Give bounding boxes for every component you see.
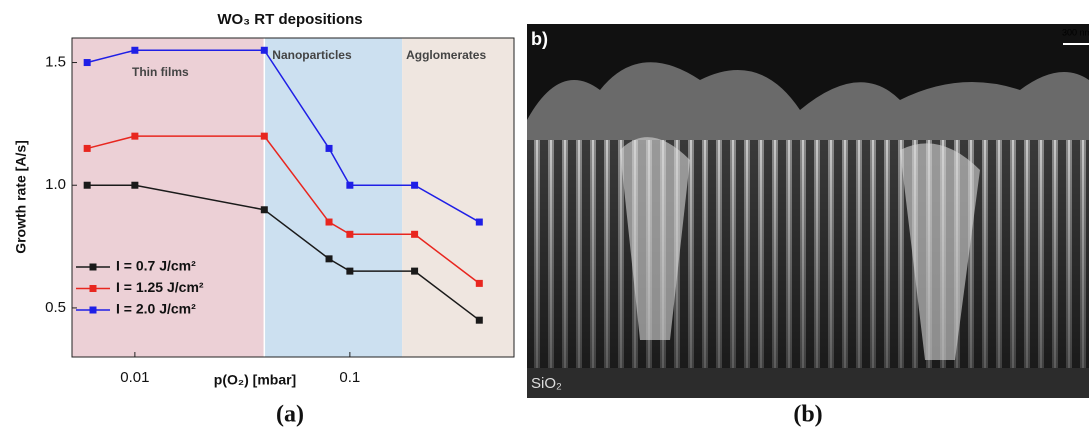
region bbox=[402, 38, 514, 357]
chart: Thin films Nanoparticles Agglomerates 0.5 1.… bbox=[13, 11, 514, 388]
substrate-label: SiO₂ bbox=[531, 375, 562, 392]
point bbox=[476, 317, 483, 324]
point bbox=[476, 219, 483, 226]
page: {"chart_data": {"type": "line", "title":… bbox=[0, 0, 1089, 433]
y-tick-label: 1.0 bbox=[45, 176, 66, 193]
point bbox=[261, 133, 268, 140]
x-axis-label: p(O₂) [mbar] bbox=[214, 372, 296, 388]
point bbox=[346, 231, 353, 238]
caption: (b) bbox=[793, 402, 822, 428]
y-tick-label: 1.5 bbox=[45, 54, 66, 71]
x-tick-label: 0.1 bbox=[339, 369, 360, 386]
sem-image bbox=[527, 24, 1089, 398]
point bbox=[261, 206, 268, 213]
point bbox=[326, 255, 333, 262]
point bbox=[131, 133, 138, 140]
point bbox=[131, 182, 138, 189]
region-label: Thin films bbox=[132, 65, 189, 79]
column-shade bbox=[527, 140, 1089, 370]
region-label: Agglomerates bbox=[406, 48, 486, 62]
region-label: Nanoparticles bbox=[272, 48, 352, 62]
point bbox=[411, 182, 418, 189]
region bbox=[264, 38, 402, 357]
y-axis-label: Growth rate [A/s] bbox=[13, 140, 29, 254]
point bbox=[411, 268, 418, 275]
point bbox=[84, 145, 91, 152]
point bbox=[326, 219, 333, 226]
figure: Thin films Nanoparticles Agglomerates 0.5 1.… bbox=[0, 0, 1089, 433]
legend-marker bbox=[90, 307, 97, 314]
point bbox=[346, 182, 353, 189]
point bbox=[84, 182, 91, 189]
caption: (a) bbox=[276, 402, 304, 428]
legend-label: I = 2.0 J/cm² bbox=[116, 301, 196, 317]
legend-label: I = 1.25 J/cm² bbox=[116, 279, 204, 295]
point bbox=[411, 231, 418, 238]
point bbox=[84, 59, 91, 66]
legend-marker bbox=[90, 264, 97, 271]
legend-label: I = 0.7 J/cm² bbox=[116, 258, 196, 274]
substrate bbox=[527, 368, 1089, 398]
scale-bar-label: 300 nm bbox=[1062, 27, 1089, 37]
panel-label: b) bbox=[531, 29, 548, 49]
point bbox=[476, 280, 483, 287]
x-tick-label: 0.01 bbox=[120, 369, 149, 386]
point bbox=[326, 145, 333, 152]
point bbox=[131, 47, 138, 54]
point bbox=[261, 47, 268, 54]
chart-title: WO₃ RT depositions bbox=[217, 11, 362, 28]
legend-marker bbox=[90, 285, 97, 292]
point bbox=[346, 268, 353, 275]
y-tick-label: 0.5 bbox=[45, 299, 66, 316]
